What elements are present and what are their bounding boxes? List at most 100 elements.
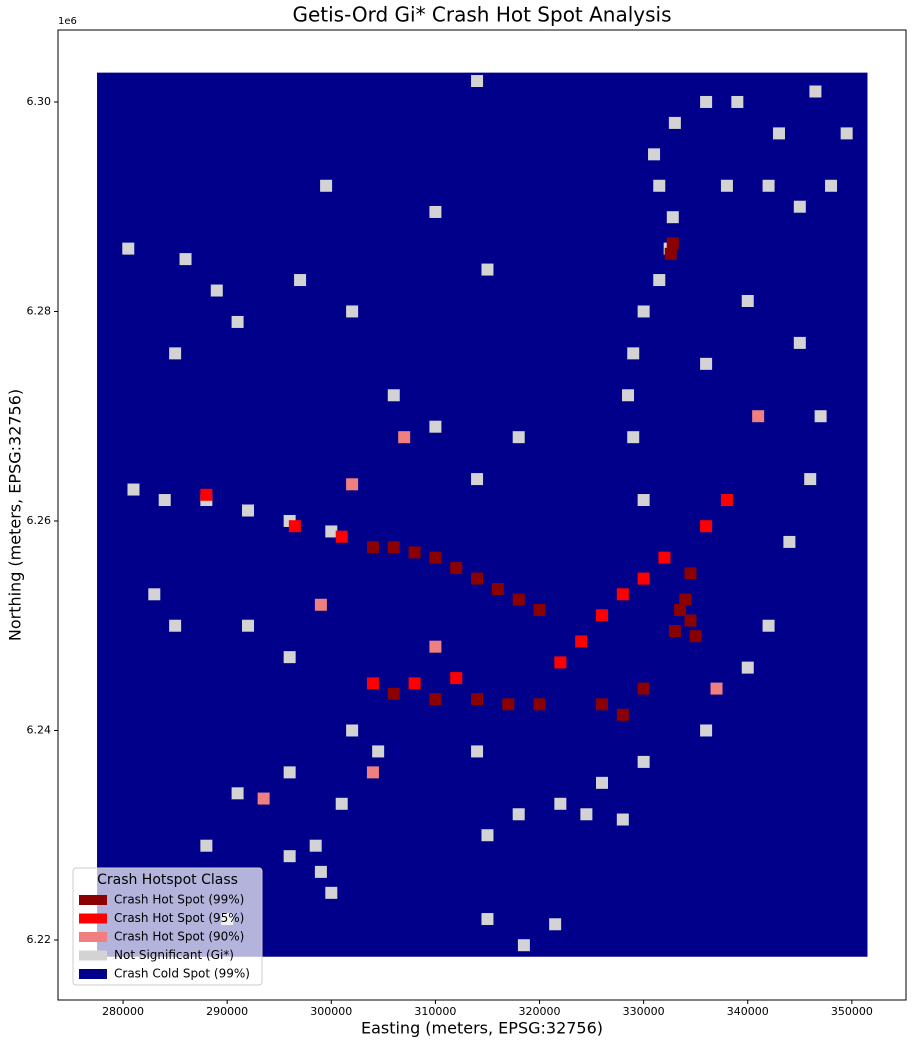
grid-cell — [666, 237, 679, 250]
grid-cell — [793, 336, 806, 349]
grid-cell — [179, 253, 192, 266]
grid-cell — [637, 305, 650, 318]
grid-cell — [314, 598, 327, 611]
grid-cell — [471, 572, 484, 585]
grid-cell — [502, 698, 515, 711]
grid-cell — [366, 677, 379, 690]
grid-cell — [408, 546, 421, 559]
legend-label: Crash Hot Spot (90%) — [114, 930, 244, 944]
y-tick-label: 6.26 — [27, 514, 52, 527]
grid-cell — [309, 839, 322, 852]
grid-cell — [616, 708, 629, 721]
grid-cell — [429, 640, 442, 653]
grid-cell — [429, 205, 442, 218]
grid-cell — [772, 127, 785, 140]
grid-cell — [429, 420, 442, 433]
grid-cell — [689, 630, 702, 643]
x-tick-label: 320000 — [519, 1005, 561, 1018]
grid-cell — [575, 635, 588, 648]
grid-cell — [648, 148, 661, 161]
grid-cell — [664, 247, 677, 260]
grid-cell — [471, 75, 484, 88]
grid-cell — [700, 724, 713, 737]
grid-cell — [554, 656, 567, 669]
grid-cell — [387, 687, 400, 700]
grid-cell — [825, 179, 838, 192]
x-tick-label: 300000 — [310, 1005, 352, 1018]
grid-cell — [210, 284, 223, 297]
grid-cell — [325, 525, 338, 538]
x-tick-label: 340000 — [727, 1005, 769, 1018]
grid-cell — [242, 504, 255, 517]
legend-label: Not Significant (Gi*) — [114, 948, 234, 962]
grid-cell — [616, 588, 629, 601]
grid-cell — [595, 698, 608, 711]
grid-cell — [346, 305, 359, 318]
grid-cell — [627, 431, 640, 444]
grid-cell — [533, 698, 546, 711]
grid-cell — [684, 567, 697, 580]
grid-cell — [668, 116, 681, 129]
grid-cell — [450, 672, 463, 685]
grid-cell — [231, 787, 244, 800]
legend: Crash Hotspot Class Crash Hot Spot (99%) C… — [72, 867, 263, 986]
grid-cell — [666, 211, 679, 224]
legend-label: Crash Hot Spot (99%) — [114, 893, 244, 907]
grid-cell — [491, 583, 504, 596]
grid-cell — [429, 693, 442, 706]
grid-cell — [637, 494, 650, 507]
grid-cell — [372, 745, 385, 758]
grid-cell — [700, 520, 713, 533]
grid-cell — [320, 179, 333, 192]
grid-cell — [720, 179, 733, 192]
y-tick-label: 6.30 — [27, 95, 52, 108]
grid-cell — [512, 808, 525, 821]
grid-cell — [283, 850, 296, 863]
grid-cell — [158, 494, 171, 507]
grid-cell — [762, 179, 775, 192]
grid-cell — [741, 294, 754, 307]
grid-cell — [752, 410, 765, 423]
grid-cell — [314, 865, 327, 878]
grid-cell — [533, 604, 546, 617]
grid-cell — [387, 389, 400, 402]
offset-label: 1e6 — [58, 16, 77, 27]
cold-spot-area — [97, 72, 868, 957]
grid-cell — [512, 593, 525, 606]
grid-cell — [148, 588, 161, 601]
legend-box — [72, 867, 263, 986]
grid-cell — [580, 808, 593, 821]
grid-cell — [762, 619, 775, 632]
grid-cell — [809, 85, 822, 98]
legend-swatch — [79, 969, 107, 979]
grid-cell — [471, 693, 484, 706]
grid-cell — [700, 357, 713, 370]
grid-cell — [595, 776, 608, 789]
axes-frame — [57, 29, 907, 1001]
y-axis-label: Northing (meters, EPSG:32756) — [6, 389, 25, 641]
legend-swatch — [79, 932, 107, 942]
grid-cell — [257, 792, 270, 805]
grid-cell — [335, 797, 348, 810]
legend-label: Crash Hot Spot (95%) — [114, 911, 244, 925]
grid-cell — [335, 530, 348, 543]
grid-cell — [122, 242, 135, 255]
legend-swatch — [79, 913, 107, 924]
grid-cell — [481, 263, 494, 276]
legend-swatch — [79, 950, 107, 961]
grid-cell — [653, 179, 666, 192]
chart-title: Getis-Ord Gi* Crash Hot Spot Analysis — [292, 3, 671, 27]
grid-cell — [429, 551, 442, 564]
grid-cell — [622, 389, 635, 402]
legend-title: Crash Hotspot Class — [97, 872, 238, 888]
grid-cell — [549, 918, 562, 931]
grid-cell — [679, 593, 692, 606]
grid-cell — [450, 562, 463, 575]
grid-cell — [231, 315, 244, 328]
grid-cell — [408, 677, 421, 690]
grid-cell — [793, 200, 806, 213]
grid-cell — [627, 347, 640, 360]
x-axis-label: Easting (meters, EPSG:32756) — [361, 1019, 603, 1038]
grid-cell — [658, 551, 671, 564]
